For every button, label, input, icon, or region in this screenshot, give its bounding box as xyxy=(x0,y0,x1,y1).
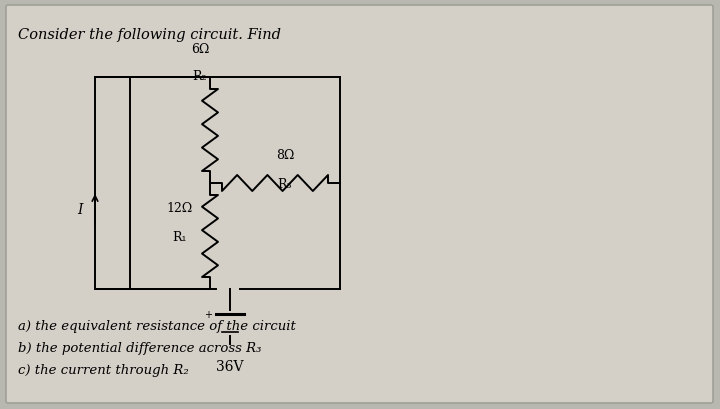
FancyBboxPatch shape xyxy=(6,6,713,403)
Text: 12Ω: 12Ω xyxy=(167,202,193,214)
Text: Consider the following circuit. Find: Consider the following circuit. Find xyxy=(18,28,281,42)
Text: R₂: R₂ xyxy=(193,70,207,83)
Text: 8Ω: 8Ω xyxy=(276,148,294,162)
Text: 36V: 36V xyxy=(216,359,244,373)
Text: b) the potential difference across R₃: b) the potential difference across R₃ xyxy=(18,341,261,354)
Text: R₃: R₃ xyxy=(278,178,292,191)
Text: R₁: R₁ xyxy=(173,230,187,243)
Text: c) the current through R₂: c) the current through R₂ xyxy=(18,363,189,376)
Text: I: I xyxy=(78,202,83,216)
Text: +: + xyxy=(204,309,212,319)
Text: 6Ω: 6Ω xyxy=(191,43,210,56)
Text: a) the equivalent resistance of the circuit: a) the equivalent resistance of the circ… xyxy=(18,319,296,332)
